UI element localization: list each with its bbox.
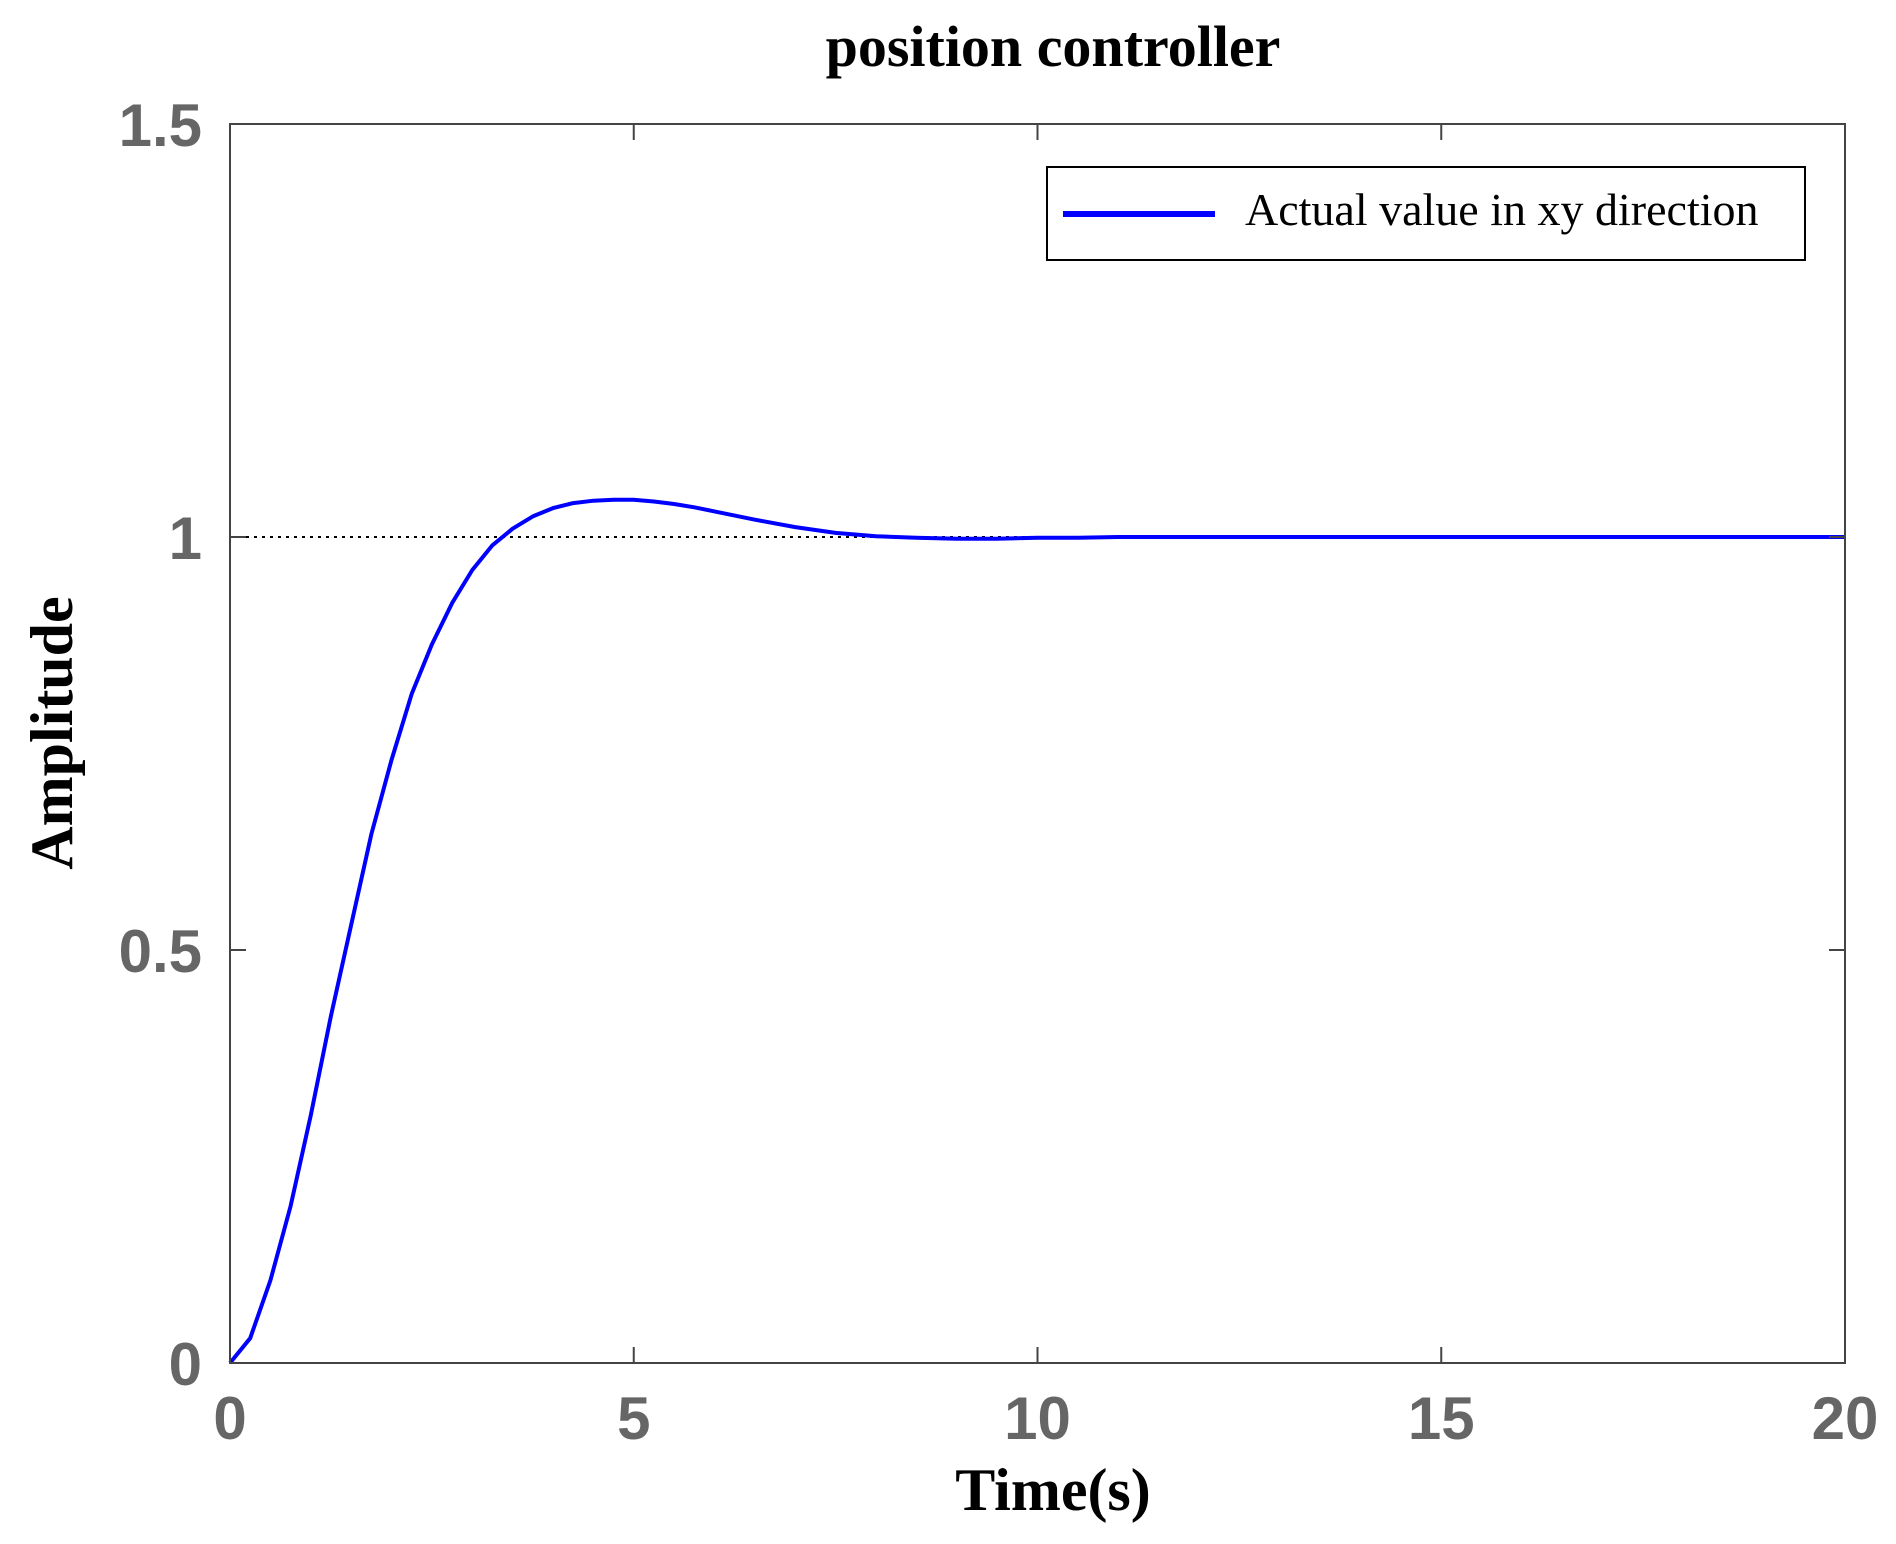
- x-tick-label: 15: [1408, 1385, 1475, 1452]
- plot-area: 0 5 10 15 20 0 0.5 1 1.5: [119, 92, 1879, 1452]
- y-tick-label: 1.5: [119, 92, 202, 159]
- legend: Actual value in xy direction: [1046, 166, 1806, 261]
- series-line-0: [228, 497, 1845, 1365]
- axes-frame: [229, 123, 1846, 1364]
- y-tick-label: 0.5: [119, 918, 202, 985]
- y-tick-label: 0: [169, 1331, 202, 1398]
- x-tick-label: 10: [1004, 1385, 1071, 1452]
- chart-title: position controller: [826, 14, 1281, 79]
- x-tick-label: 0: [213, 1385, 246, 1452]
- legend-label: Actual value in xy direction: [1245, 184, 1759, 235]
- x-axis-label: Time(s): [955, 1457, 1151, 1523]
- y-tick-label: 1: [169, 505, 202, 572]
- y-axis-label: Amplitude: [19, 596, 85, 869]
- x-tick-label: 5: [617, 1385, 650, 1452]
- x-tick-label: 20: [1812, 1385, 1879, 1452]
